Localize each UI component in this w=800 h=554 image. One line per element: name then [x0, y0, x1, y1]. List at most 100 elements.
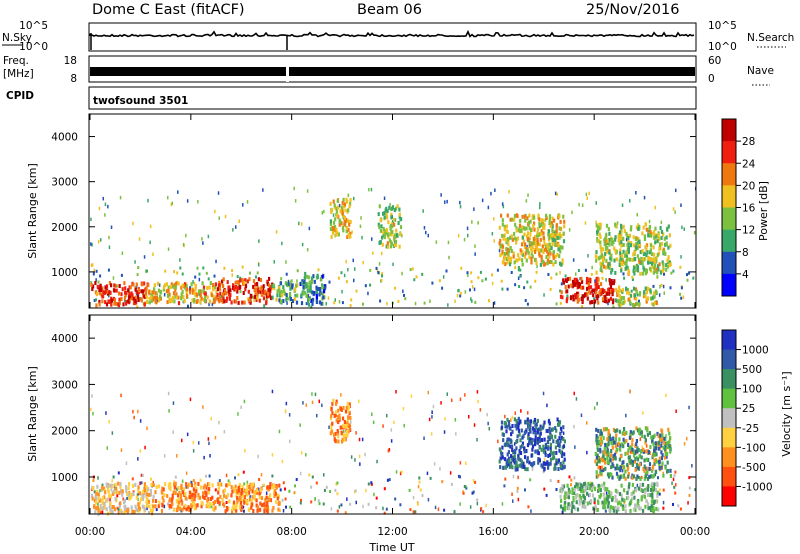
data-cell — [567, 506, 570, 511]
data-cell — [507, 242, 510, 247]
data-cell — [595, 280, 598, 285]
data-cell — [226, 506, 229, 510]
data-cell — [195, 489, 198, 494]
data-cell — [107, 487, 110, 492]
data-cell — [554, 242, 557, 247]
data-cell — [553, 455, 556, 460]
data-cell — [595, 438, 598, 442]
data-cell — [643, 290, 646, 295]
data-cell — [282, 299, 285, 303]
data-cell — [111, 505, 114, 509]
data-cell — [634, 237, 637, 241]
data-cell — [513, 454, 516, 459]
data-cell — [547, 446, 550, 451]
data-cell — [666, 451, 669, 456]
data-cell — [594, 504, 597, 509]
scatter-cell — [346, 497, 348, 501]
data-cell — [548, 248, 551, 253]
data-cell — [113, 288, 116, 293]
data-cell — [595, 286, 598, 291]
data-cell — [235, 508, 238, 513]
data-cell — [652, 473, 655, 478]
data-cell — [336, 415, 339, 419]
scatter-cell — [97, 239, 100, 244]
scatter-cell — [102, 196, 104, 201]
data-cell — [623, 498, 626, 503]
data-cell — [347, 208, 350, 213]
data-cell — [653, 499, 656, 504]
data-cell — [603, 500, 606, 505]
data-cell — [609, 281, 612, 286]
data-cell — [150, 299, 153, 303]
data-cell — [654, 449, 657, 454]
scatter-cell — [570, 478, 573, 482]
nsky-tick-top: 10^5 — [19, 20, 48, 32]
scatter-cell — [294, 293, 297, 297]
scatter-cell — [105, 411, 107, 415]
scatter-cell — [477, 276, 480, 280]
scatter-cell — [593, 406, 596, 410]
data-cell — [561, 484, 564, 489]
scatter-cell — [431, 415, 433, 419]
data-cell — [227, 289, 230, 294]
data-cell — [513, 236, 516, 241]
data-cell — [309, 282, 312, 287]
scatter-cell — [163, 504, 166, 509]
scatter-cell — [494, 188, 496, 192]
data-cell — [607, 504, 610, 509]
data-cell — [640, 430, 643, 435]
data-cell — [597, 499, 600, 504]
data-cell — [628, 482, 631, 487]
data-cell — [192, 487, 195, 492]
scatter-cell — [524, 488, 526, 492]
data-cell — [529, 240, 532, 245]
scatter-cell — [571, 210, 573, 215]
data-cell — [226, 280, 229, 285]
scatter-cell — [172, 401, 175, 405]
freq-tick-bottom: 8 — [70, 73, 77, 85]
data-cell — [90, 493, 93, 498]
data-cell — [579, 499, 582, 504]
data-cell — [656, 270, 659, 275]
data-cell — [132, 282, 135, 287]
data-cell — [541, 464, 544, 469]
data-cell — [509, 464, 512, 469]
data-cell — [608, 242, 611, 247]
data-cell — [615, 249, 618, 254]
data-cell — [197, 492, 200, 497]
scatter-cell — [350, 455, 353, 459]
scatter-cell — [213, 274, 216, 278]
data-cell — [650, 499, 653, 504]
data-cell — [548, 426, 551, 431]
data-cell — [614, 440, 617, 445]
time-axis: 00:00 04:00 08:00 12:00 16:00 20:00 00:00 — [75, 114, 710, 538]
data-cell — [647, 458, 650, 462]
scatter-cell — [586, 421, 588, 425]
data-cell — [534, 435, 537, 440]
scatter-cell — [350, 420, 352, 424]
data-cell — [249, 485, 252, 490]
scatter-cell — [231, 273, 233, 277]
data-cell — [523, 245, 526, 250]
data-cell — [108, 493, 111, 498]
scatter-cell — [409, 268, 412, 272]
data-cell — [141, 504, 144, 509]
data-cell — [507, 255, 510, 260]
data-cell — [145, 289, 148, 294]
data-cell — [543, 437, 546, 442]
data-cell — [173, 299, 176, 304]
data-cell — [643, 267, 646, 272]
data-cell — [206, 498, 209, 503]
data-cell — [243, 300, 246, 305]
data-cell — [607, 264, 610, 269]
data-cell — [611, 292, 614, 297]
x-tick-label: 20:00 — [579, 526, 609, 538]
data-cell — [644, 271, 647, 276]
data-cell — [291, 299, 295, 303]
data-cell — [615, 498, 618, 503]
data-cell — [544, 453, 547, 458]
scatter-cell — [508, 190, 510, 194]
data-cell — [545, 213, 548, 218]
colorbar-segment — [722, 447, 736, 468]
scatter-cell — [501, 202, 504, 206]
